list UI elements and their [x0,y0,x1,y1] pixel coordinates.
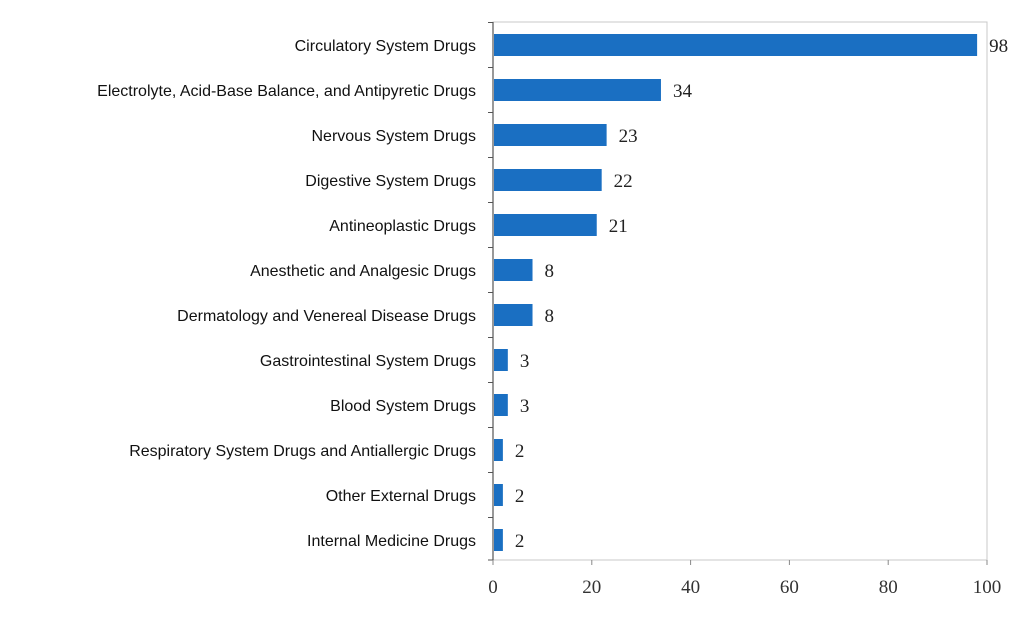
data-label: 22 [614,171,633,192]
bar [494,124,607,146]
data-label: 8 [545,261,555,282]
category-label: Internal Medicine Drugs [307,533,476,550]
bar [494,79,661,101]
bars-group [494,34,978,551]
data-label: 8 [545,306,555,327]
bar [494,214,597,236]
bar [494,34,978,56]
bar [494,259,533,281]
category-label: Antineoplastic Drugs [329,218,476,235]
bar [494,484,503,506]
data-label: 98 [989,36,1008,57]
category-label: Dermatology and Venereal Disease Drugs [177,308,476,325]
y-axis [488,22,494,561]
x-axis: 0 20 40 60 80 100 [488,560,1001,598]
bar [494,439,503,461]
x-tick-label: 60 [780,577,799,598]
bar [494,304,533,326]
data-label: 21 [609,216,628,237]
bar [494,529,503,551]
category-label: Respiratory System Drugs and Antiallergi… [129,443,476,460]
data-label: 23 [619,126,638,147]
data-label: 3 [520,396,530,417]
data-label: 34 [673,81,693,102]
bar [494,169,602,191]
category-label: Nervous System Drugs [312,128,477,145]
category-labels: Circulatory System Drugs Electrolyte, Aci… [97,38,476,550]
category-label: Digestive System Drugs [305,173,476,190]
category-label: Blood System Drugs [330,398,476,415]
bar [494,349,508,371]
bar [494,394,508,416]
x-tick-label: 100 [973,577,1002,598]
category-label: Circulatory System Drugs [295,38,476,55]
category-label: Gastrointestinal System Drugs [260,353,476,370]
data-label: 2 [515,486,525,507]
x-tick-label: 0 [488,577,498,598]
plot-area [492,21,988,561]
category-label: Other External Drugs [326,488,476,505]
x-tick-label: 40 [681,577,700,598]
category-label: Anesthetic and Analgesic Drugs [250,263,476,280]
x-tick-label: 80 [879,577,898,598]
x-tick-label: 20 [582,577,601,598]
data-label: 2 [515,441,525,462]
category-label: Electrolyte, Acid-Base Balance, and Anti… [97,83,476,100]
data-label: 2 [515,531,525,552]
data-label: 3 [520,351,530,372]
